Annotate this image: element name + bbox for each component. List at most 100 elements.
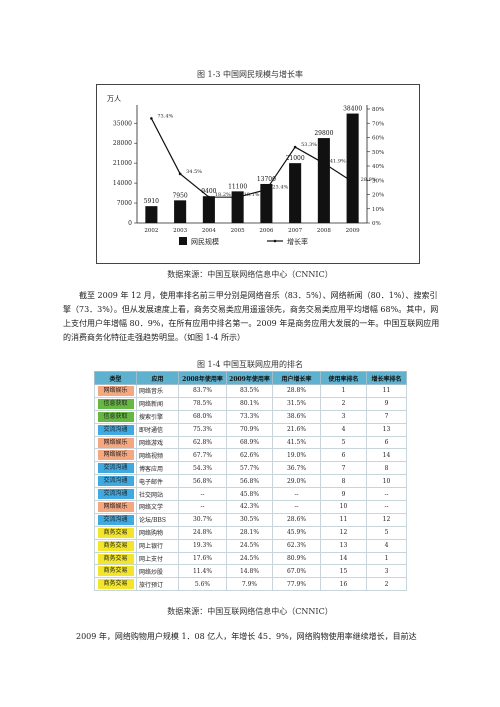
table-cell: 68.9%	[226, 435, 273, 450]
app-name-cell: 电子邮件	[136, 474, 179, 489]
bar	[145, 206, 158, 223]
growth-rate-point	[322, 161, 326, 165]
app-name-cell: 博客应用	[136, 461, 179, 476]
table-cell: 75.3%	[178, 422, 227, 437]
table-cell: 14	[366, 448, 407, 463]
app-name-cell: 旅行预订	[136, 577, 179, 592]
table-cell: 56.8%	[178, 474, 227, 489]
y-tick-label: 35000	[113, 120, 132, 127]
category-cell: 网络娱乐	[94, 500, 137, 514]
bar-value-label: 9400	[201, 188, 216, 195]
app-name-cell: 网上支付	[136, 551, 179, 566]
category-cell: 信息获取	[94, 396, 137, 411]
table-cell: 77.9%	[272, 577, 321, 592]
category-cell: 交流沟通	[94, 474, 137, 489]
growth-rate-line	[150, 118, 353, 198]
x-tick-label: 2007	[288, 228, 302, 234]
table-cell: 21.6%	[272, 422, 321, 437]
table-cell: 28.1%	[226, 525, 273, 540]
bar	[174, 200, 187, 223]
table-row: 交流沟通 即时通信 75.3% 70.9% 21.6% 4 13	[94, 422, 407, 437]
growth-rate-label: 73.4%	[157, 113, 173, 119]
table-cell: 3	[366, 564, 407, 579]
category-tag: 商务交易	[97, 579, 134, 590]
table-cell: 38.6%	[272, 409, 321, 424]
table-cell: 15	[320, 564, 367, 579]
bar-value-label: 5910	[144, 198, 159, 205]
table-cell: 19.0%	[272, 448, 321, 463]
x-tick-label: 2004	[202, 228, 216, 234]
body-paragraph-2: 2009 年，网络购物用户规模 1．08 亿人，年增长 45．9%，网络购物使用…	[76, 632, 417, 641]
y2-tick-label: 60%	[372, 136, 384, 142]
bar-value-label: 29800	[314, 130, 333, 137]
legend-bar-label: 网民规模	[191, 237, 219, 246]
app-name-cell: 网上银行	[136, 538, 179, 553]
table-row: 交流沟通 社交网站 -- 45.8% -- 9 --	[94, 487, 407, 502]
table-cell: 14	[320, 551, 367, 566]
table-cell: 12	[320, 525, 367, 540]
table-cell: 1	[366, 551, 407, 566]
y2-tick-label: 30%	[372, 178, 384, 184]
table-cell: 45.9%	[272, 525, 321, 540]
y-tick-label: 0	[128, 220, 132, 227]
table-cell: 9	[320, 487, 367, 502]
application-ranking-table: 类型 应用 2008年使用率 2009年使用率 用户增长率 使用率排名 增长率排名 网络娱乐…	[94, 371, 407, 592]
table-cell: 24.5%	[226, 538, 273, 553]
table-cell: 62.6%	[226, 448, 273, 463]
x-tick-label: 2006	[259, 228, 273, 234]
table-cell: 54.3%	[178, 461, 227, 476]
table-cell: 6	[366, 435, 407, 450]
table-cell: 41.5%	[272, 435, 321, 450]
table-row: 网络娱乐 网络游戏 62.8% 68.9% 41.5% 5 6	[94, 435, 407, 450]
category-cell: 交流沟通	[94, 461, 137, 476]
x-tick-label: 2005	[231, 228, 245, 234]
bar	[289, 163, 302, 223]
app-name-cell: 社交网站	[136, 487, 179, 502]
y2-tick-label: 40%	[372, 164, 384, 170]
table-cell: 4	[366, 538, 407, 553]
app-name-cell: 网络炒股	[136, 564, 179, 579]
figure-caption: 图 1-3 中国网民规模与增长率	[197, 70, 303, 79]
table-cell: 78.5%	[178, 396, 227, 411]
table-cell: 70.9%	[226, 422, 273, 437]
table-cell: --	[272, 500, 321, 514]
table-cell: 5	[320, 435, 367, 450]
category-cell: 网络娱乐	[94, 448, 137, 463]
y-tick-label: 21000	[113, 160, 132, 167]
table-cell: 16	[320, 577, 367, 592]
growth-rate-label: 53.3%	[301, 142, 317, 148]
column-header: 类型	[94, 371, 137, 385]
y2-tick-label: 70%	[372, 121, 384, 127]
bar	[317, 138, 330, 223]
category-cell: 交流沟通	[94, 487, 137, 502]
table-cell: 28.6%	[272, 512, 321, 527]
bar-value-label: 13700	[257, 176, 276, 183]
category-tag: 网络娱乐	[97, 501, 134, 512]
category-cell: 网络娱乐	[94, 384, 137, 398]
table-cell: 9	[366, 396, 407, 411]
table-cell: 24.8%	[178, 525, 227, 540]
table-cell: --	[178, 500, 227, 514]
table-cell: 80.9%	[272, 551, 321, 566]
table-cell: 45.8%	[226, 487, 273, 502]
bar-value-label: 11100	[228, 183, 247, 190]
growth-rate-point	[265, 188, 268, 191]
table-cell: 13	[366, 422, 407, 437]
table-cell: 30.7%	[178, 512, 227, 527]
table-row: 网络娱乐 网络视频 67.7% 62.6% 19.0% 6 14	[94, 448, 407, 463]
table-cell: 57.7%	[226, 461, 273, 476]
table-header-row: 类型 应用 2008年使用率 2009年使用率 用户增长率 使用率排名 增长率排名	[94, 371, 407, 385]
growth-rate-label: 41.9%	[330, 158, 346, 164]
category-tag: 商务交易	[97, 566, 134, 577]
table-cell: 62.8%	[178, 435, 227, 450]
table-cell: 62.3%	[272, 538, 321, 553]
table-cell: 80.1%	[226, 396, 273, 411]
category-tag: 交流沟通	[97, 463, 134, 474]
table-row: 网络娱乐 网络音乐 83.7% 83.5% 28.8% 1 11	[94, 384, 407, 398]
column-header: 2008年使用率	[178, 371, 227, 385]
table-row: 信息获取 搜索引擎 68.0% 73.3% 38.6% 3 7	[94, 409, 407, 424]
table-cell: 83.7%	[178, 384, 227, 398]
table-cell: 2	[366, 577, 407, 592]
table-caption: 图 1-4 中国互联网应用的排名	[197, 360, 303, 369]
category-cell: 商务交易	[94, 564, 137, 579]
